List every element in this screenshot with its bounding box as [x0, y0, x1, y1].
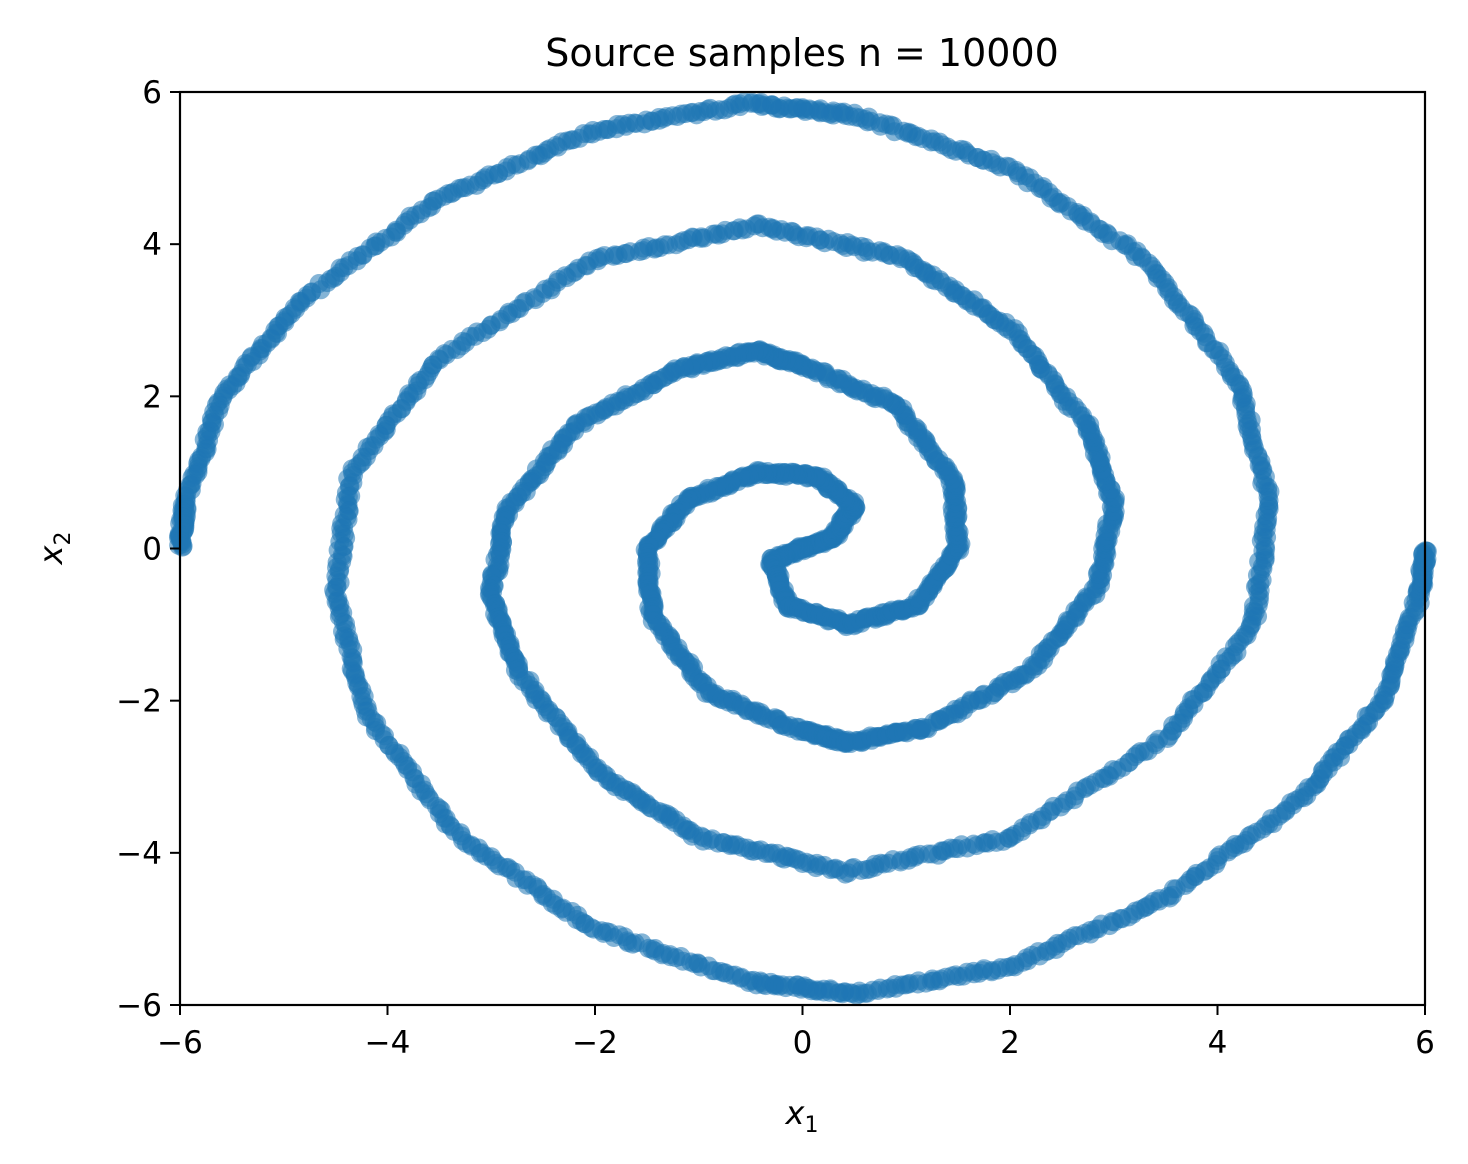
- y-tick-label: 4: [142, 227, 162, 263]
- y-tick-label: 2: [142, 379, 162, 415]
- y-axis-label-sub: 2: [51, 532, 76, 546]
- y-tick-label: −4: [116, 836, 162, 872]
- data-points: [168, 92, 1437, 1005]
- x-axis-label-sub: 1: [804, 1113, 818, 1138]
- y-axis-label-base: x: [32, 544, 70, 565]
- y-axis-label: x2: [32, 532, 76, 566]
- x-axis-label-base: x: [785, 1094, 806, 1132]
- axis-ticks: −6 −4 −2 0 2 4 6 −6 −4 −2 0 2 4 6: [116, 75, 1435, 1061]
- x-tick-label: −6: [157, 1025, 203, 1061]
- x-tick-label: −2: [572, 1025, 618, 1061]
- chart-title: Source samples n = 10000: [545, 31, 1059, 75]
- x-tick-label: 2: [1000, 1025, 1020, 1061]
- y-tick-label: 0: [142, 532, 162, 568]
- y-tick-label: −6: [116, 988, 162, 1024]
- data-point: [173, 537, 193, 557]
- x-tick-label: 0: [793, 1025, 813, 1061]
- data-point: [1417, 541, 1437, 561]
- y-tick-label: −2: [116, 684, 162, 720]
- y-tick-label: 6: [142, 75, 162, 111]
- x-axis-label: x1: [785, 1094, 819, 1138]
- x-tick-label: 6: [1415, 1025, 1435, 1061]
- x-tick-label: 4: [1208, 1025, 1228, 1061]
- x-tick-label: −4: [365, 1025, 411, 1061]
